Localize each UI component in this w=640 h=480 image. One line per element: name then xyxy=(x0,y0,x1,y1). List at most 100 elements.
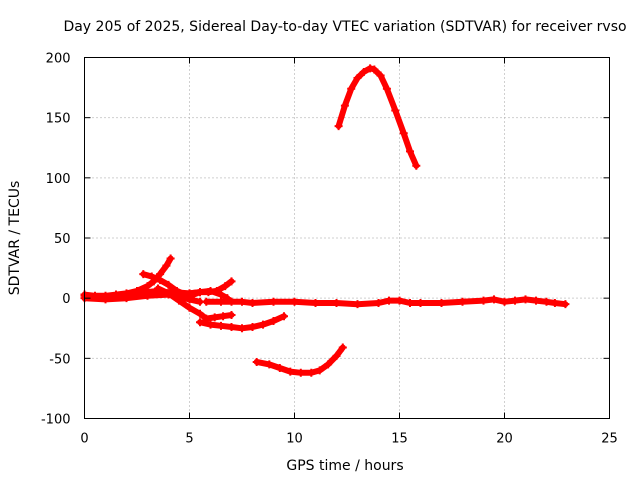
x-tick-label: 10 xyxy=(286,432,303,447)
data-point xyxy=(139,270,148,279)
data-point xyxy=(385,296,393,305)
data-point xyxy=(217,290,225,299)
x-tick-label: 5 xyxy=(185,432,193,447)
data-point xyxy=(376,71,385,80)
y-tick-label: -100 xyxy=(41,413,71,428)
x-tick-label: 25 xyxy=(601,432,618,447)
data-point xyxy=(164,280,173,289)
data-point xyxy=(500,297,509,306)
data-point xyxy=(437,298,446,307)
data-point xyxy=(359,67,368,76)
data-point xyxy=(290,297,299,306)
data-point xyxy=(353,73,362,82)
series-arc-high xyxy=(334,64,421,170)
y-tick-label: 0 xyxy=(62,292,70,307)
data-point xyxy=(458,297,467,306)
data-point xyxy=(324,360,333,369)
data-point xyxy=(221,282,230,291)
data-point xyxy=(265,360,274,369)
data-point xyxy=(479,296,488,305)
data-point xyxy=(206,320,215,329)
data-point xyxy=(340,101,349,110)
data-point xyxy=(353,300,362,309)
data-point xyxy=(511,296,519,305)
data-point xyxy=(374,298,383,307)
data-point xyxy=(307,368,316,377)
data-point xyxy=(206,286,215,295)
data-point xyxy=(196,318,204,327)
data-point xyxy=(311,298,320,307)
chart-title: Day 205 of 2025, Sidereal Day-to-day VTE… xyxy=(63,19,626,35)
series-arc-dip xyxy=(196,312,288,333)
series-line xyxy=(253,344,346,376)
data-point xyxy=(269,297,278,306)
data-point xyxy=(259,320,267,329)
series-line xyxy=(335,65,420,169)
y-tick-label: 100 xyxy=(46,172,71,187)
data-point xyxy=(412,161,421,170)
data-point xyxy=(217,321,225,330)
data-point xyxy=(175,296,183,305)
data-point xyxy=(490,295,498,304)
x-tick-label: 0 xyxy=(80,432,88,447)
x-axis-label: GPS time / hours xyxy=(286,458,403,474)
data-point xyxy=(550,298,559,307)
data-point xyxy=(332,351,341,360)
data-point xyxy=(406,298,414,307)
data-point xyxy=(227,311,236,320)
data-point xyxy=(269,317,278,326)
data-point xyxy=(347,84,356,93)
data-point xyxy=(227,277,236,286)
data-series xyxy=(80,64,570,377)
data-point xyxy=(196,309,204,318)
data-point xyxy=(334,122,343,131)
data-point xyxy=(154,288,162,297)
data-point xyxy=(532,296,540,305)
data-point xyxy=(280,312,288,321)
data-point xyxy=(395,296,404,305)
data-point xyxy=(166,254,175,263)
data-point xyxy=(238,297,246,306)
data-point xyxy=(286,367,295,376)
series-arc-mid-2 xyxy=(154,286,232,303)
data-point xyxy=(217,297,225,306)
data-point xyxy=(223,294,232,303)
data-point xyxy=(521,295,530,304)
data-point xyxy=(185,303,194,312)
data-point xyxy=(196,297,204,306)
series-arc-early-2 xyxy=(80,254,175,300)
data-point xyxy=(275,363,284,372)
data-point xyxy=(315,366,324,375)
data-point xyxy=(101,295,110,304)
axis-ticks: 0 5 10 15 20 25 -100 -50 0 50 100 150 200 xyxy=(41,52,618,447)
data-point xyxy=(248,298,257,307)
data-point xyxy=(338,343,347,352)
data-point xyxy=(296,368,305,377)
x-tick-label: 15 xyxy=(391,432,408,447)
series-arc-main xyxy=(202,295,570,309)
data-point xyxy=(196,288,204,297)
data-point xyxy=(168,288,177,297)
data-point xyxy=(122,294,131,303)
y-tick-label: -50 xyxy=(49,352,70,367)
data-point xyxy=(219,312,228,321)
data-point xyxy=(399,129,408,138)
data-point xyxy=(227,323,236,332)
data-point xyxy=(332,298,341,307)
plot-frame xyxy=(84,57,610,419)
y-axis-label: SDTVAR / TECUs xyxy=(7,181,23,296)
grid-lines xyxy=(84,57,610,419)
data-point xyxy=(248,323,257,332)
data-point xyxy=(143,282,152,291)
data-point xyxy=(162,261,171,270)
data-point xyxy=(406,147,414,156)
data-point xyxy=(185,289,194,298)
data-point xyxy=(252,357,261,366)
y-tick-label: 150 xyxy=(46,112,71,127)
y-tick-label: 200 xyxy=(46,52,71,67)
data-point xyxy=(391,106,400,115)
x-tick-label: 20 xyxy=(496,432,513,447)
data-point xyxy=(210,313,219,322)
data-point xyxy=(561,300,570,309)
